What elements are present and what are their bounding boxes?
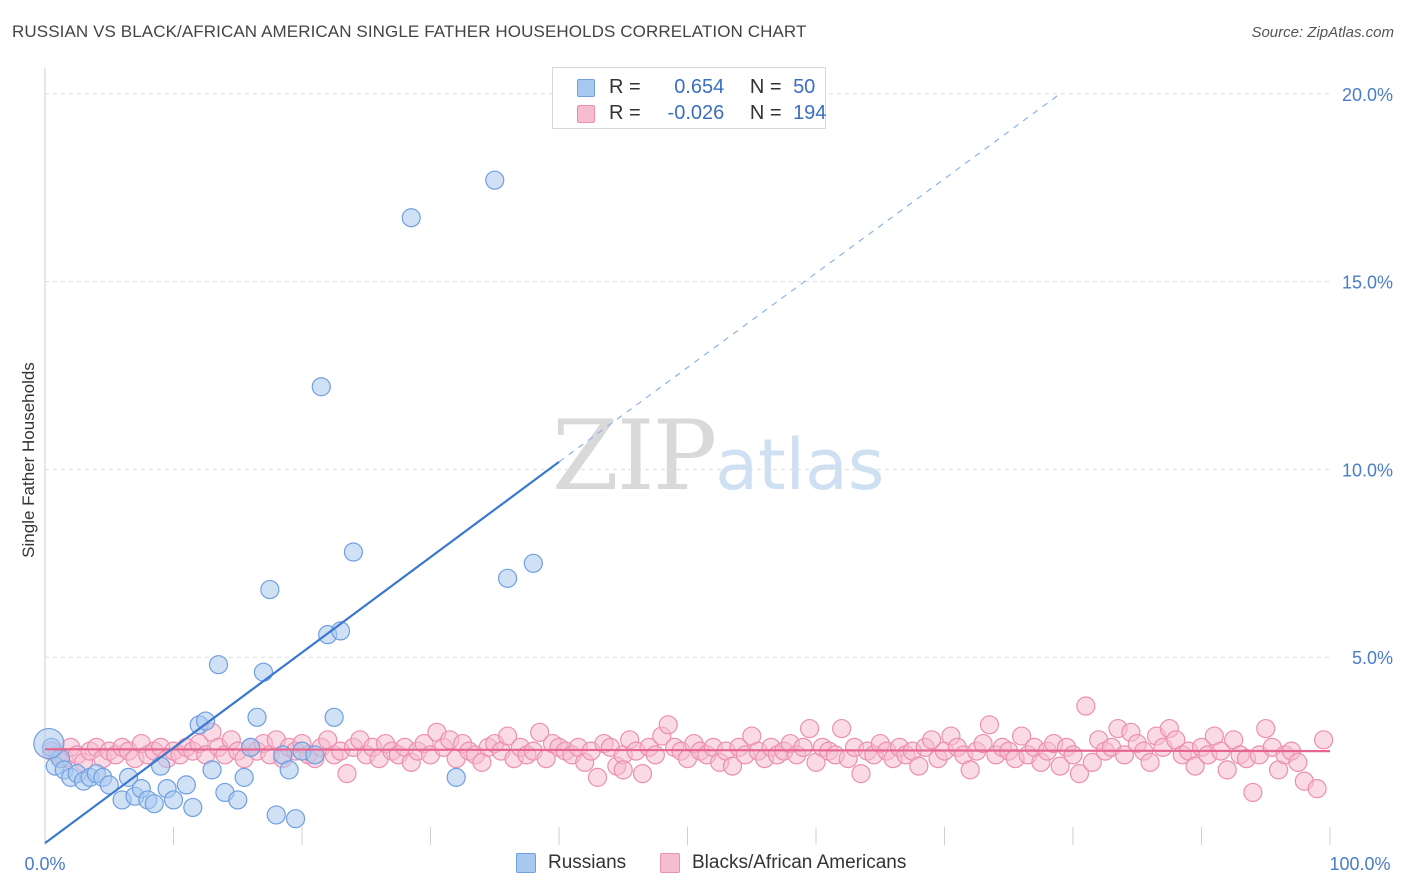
- russians-point: [99, 775, 119, 795]
- blacks-point: [973, 733, 993, 754]
- stats-legend: R = 0.654 N = 50 R = -0.026 N = 194: [552, 67, 826, 129]
- watermark-atlas: atlas: [715, 424, 885, 506]
- blacks-point: [1063, 745, 1083, 765]
- legend-blacks-swatch: [660, 853, 680, 873]
- russians-point: [196, 711, 216, 731]
- blacks-r-value: -0.026: [667, 102, 725, 124]
- russians-point: [151, 756, 171, 776]
- blacks-point: [645, 745, 665, 765]
- russians-trendline-extension: [558, 93, 1061, 463]
- blacks-point: [909, 756, 929, 776]
- russians-point: [260, 579, 280, 600]
- blacks-trendline: [44, 748, 1331, 753]
- russians-point: [446, 767, 466, 787]
- russians-point: [279, 760, 299, 780]
- russians-point: [485, 170, 505, 190]
- russians-point: [234, 767, 254, 787]
- russians-point: [253, 662, 274, 682]
- blacks-point: [498, 726, 518, 746]
- blacks-stats: R = -0.026 N = 194: [609, 102, 826, 125]
- russians-point: [241, 737, 261, 757]
- russians-r-label: R =: [609, 76, 641, 98]
- x-tick-label-max: 100.0%: [1329, 854, 1390, 874]
- blacks-point: [1288, 752, 1308, 772]
- blacks-point: [960, 760, 980, 780]
- y-tick-label: 15.0%: [1342, 273, 1393, 293]
- blacks-point: [979, 715, 1000, 735]
- blacks-point: [799, 718, 820, 739]
- blacks-point: [851, 764, 871, 784]
- russians-swatch: [577, 79, 595, 97]
- y-axis-label: Single Father Households: [19, 362, 38, 558]
- blacks-point: [658, 715, 678, 735]
- legend-blacks-label: Blacks/African Americans: [692, 852, 907, 873]
- legend-russians-swatch: [516, 853, 536, 873]
- blacks-r-label: R =: [609, 102, 641, 124]
- blacks-point: [1050, 756, 1070, 776]
- blacks-point: [1307, 779, 1327, 799]
- blacks-point: [1217, 760, 1237, 780]
- blacks-point: [832, 718, 852, 739]
- blacks-point: [530, 722, 550, 742]
- russians-point: [202, 760, 222, 780]
- russians-point: [266, 805, 286, 825]
- watermark: ZIPatlas: [552, 400, 884, 512]
- blacks-swatch: [577, 105, 595, 123]
- source-label: Source: ZipAtlas.com: [1251, 24, 1394, 41]
- watermark-zip: ZIP: [552, 400, 717, 512]
- blacks-point: [1069, 764, 1090, 784]
- blacks-n-value: 194: [793, 102, 827, 124]
- blacks-point: [1011, 726, 1032, 746]
- russians-trendline: [44, 460, 560, 845]
- russians-point: [311, 377, 331, 397]
- blacks-point: [1140, 752, 1160, 772]
- russians-point: [523, 553, 543, 573]
- russians-point: [498, 568, 518, 588]
- russians-point: [285, 809, 306, 829]
- y-tick-label: 20.0%: [1342, 85, 1393, 105]
- russians-point: [118, 767, 139, 787]
- blacks-point: [1082, 752, 1102, 772]
- russians-point: [401, 208, 421, 228]
- russians-point: [144, 794, 164, 814]
- russians-point: [343, 542, 363, 562]
- y-tick-label: 5.0%: [1352, 648, 1393, 668]
- blacks-point: [1256, 718, 1276, 739]
- blacks-point: [632, 764, 653, 784]
- blacks-point: [587, 767, 608, 787]
- russians-stats: R = 0.654 N = 50: [609, 76, 815, 99]
- russians-point: [183, 797, 203, 818]
- blacks-point: [337, 764, 357, 784]
- x-tick-label-min: 0.0%: [24, 854, 65, 874]
- russians-point: [247, 707, 267, 727]
- blacks-point: [1313, 730, 1334, 750]
- russians-point: [324, 707, 344, 727]
- chart-title: RUSSIAN VS BLACK/AFRICAN AMERICAN SINGLE…: [12, 22, 807, 41]
- russians-point: [208, 655, 229, 675]
- blacks-point: [1243, 782, 1263, 803]
- blacks-point: [793, 737, 813, 757]
- russians-point: [228, 790, 248, 810]
- blacks-point: [613, 760, 633, 780]
- russians-r-value: 0.654: [674, 76, 725, 98]
- blacks-point: [1185, 756, 1205, 776]
- y-tick-label: 10.0%: [1342, 460, 1393, 480]
- blacks-point: [1076, 696, 1096, 716]
- blacks-point: [922, 730, 942, 750]
- russians-point: [33, 727, 65, 760]
- russians-n-label: N =: [749, 76, 782, 98]
- russians-point: [163, 790, 184, 810]
- legend-russians-label: Russians: [548, 852, 627, 873]
- blacks-n-label: N =: [749, 102, 782, 124]
- russians-n-value: 50: [793, 76, 816, 98]
- russians-point: [176, 775, 196, 795]
- blacks-point: [722, 756, 743, 776]
